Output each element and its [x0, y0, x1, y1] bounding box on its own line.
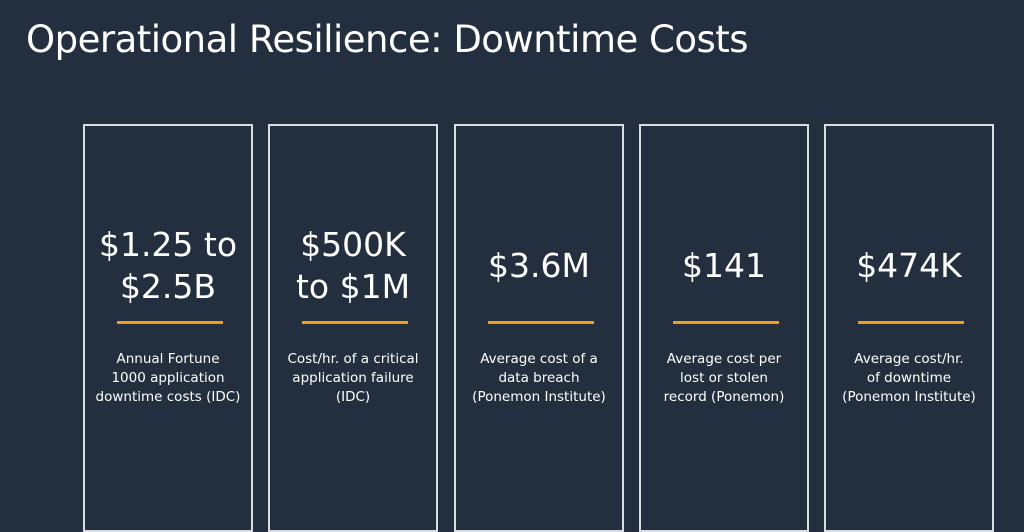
accent-divider: [302, 321, 408, 324]
stat-caption: Average cost of a data breach (Ponemon I…: [472, 351, 606, 405]
stat-value: $3.6M: [456, 214, 622, 318]
stat-caption: Annual Fortune 1000 application downtime…: [95, 351, 241, 405]
stat-value: $500K to $1M: [270, 214, 436, 318]
stat-card-lost-record: $141 Average cost per lost or stolen rec…: [639, 124, 809, 532]
stat-caption: Cost/hr. of a critical application failu…: [287, 351, 419, 405]
stat-value-line: $500K: [300, 225, 406, 264]
stat-value: $141: [641, 214, 807, 318]
accent-divider: [673, 321, 779, 324]
stat-value: $474K: [826, 214, 992, 318]
accent-divider: [858, 321, 964, 324]
stat-card-downtime-hour: $474K Average cost/hr. of downtime (Pone…: [824, 124, 994, 532]
stat-value-line: $3.6M: [488, 246, 590, 285]
stat-value-line: to $1M: [295, 267, 411, 306]
stat-card-critical-failure: $500K to $1M Cost/hr. of a critical appl…: [268, 124, 438, 532]
stat-value-line: $1.25 to: [98, 225, 238, 264]
slide-title: Operational Resilience: Downtime Costs: [26, 18, 749, 61]
stat-caption: Average cost/hr. of downtime (Ponemon In…: [842, 351, 976, 405]
stat-value: $1.25 to $2.5B: [85, 214, 251, 318]
accent-divider: [488, 321, 594, 324]
stat-card-data-breach: $3.6M Average cost of a data breach (Pon…: [454, 124, 624, 532]
stat-value-line: $474K: [856, 246, 962, 285]
accent-divider: [117, 321, 223, 324]
stat-card-fortune-1000: $1.25 to $2.5B Annual Fortune 1000 appli…: [83, 124, 253, 532]
stat-value-line: $141: [682, 246, 766, 285]
stat-caption: Average cost per lost or stolen record (…: [663, 351, 785, 405]
stat-value-line: $2.5B: [119, 267, 217, 306]
